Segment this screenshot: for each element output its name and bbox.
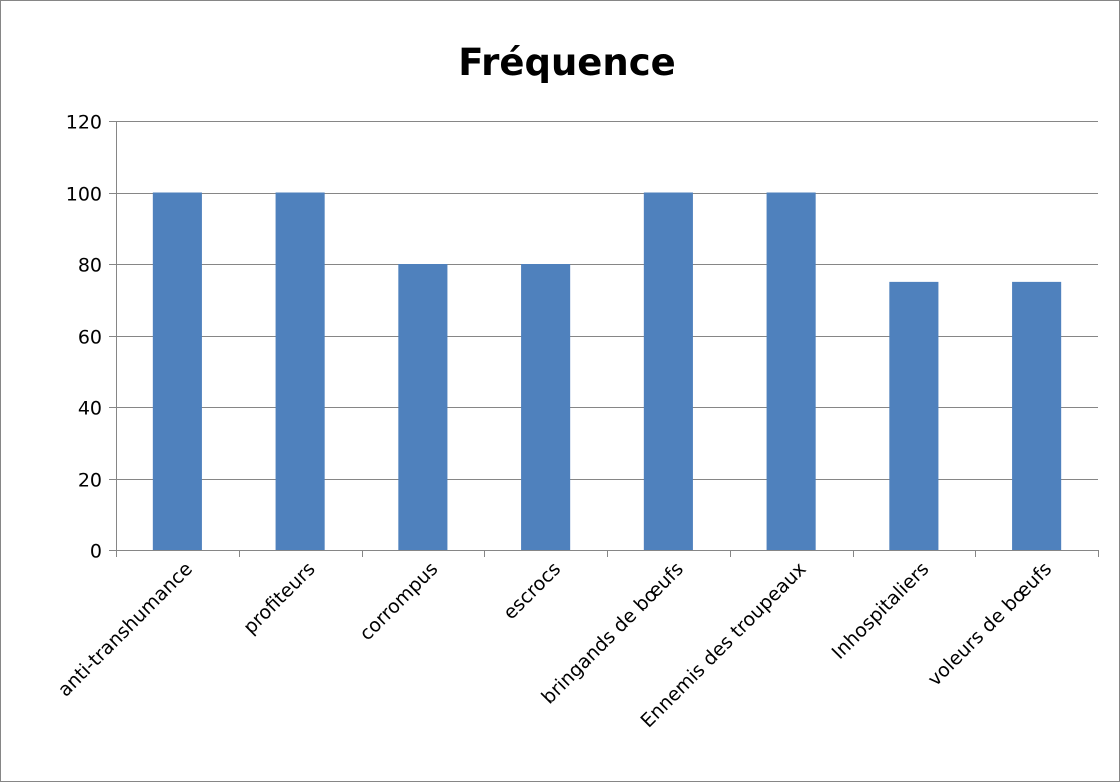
bar [521,264,571,550]
bar [766,192,816,550]
y-tick-label: 40 [78,398,102,420]
axes [109,121,1099,557]
chart-title: Fréquence [458,41,676,84]
bar [275,192,325,550]
bar [889,281,939,550]
y-tick-labels: 0 20 40 60 80 100 120 [66,112,102,563]
bar [643,192,693,550]
y-tick-label: 120 [66,112,102,134]
bar [152,192,202,550]
y-tick-label: 80 [78,255,102,277]
y-tick-label: 100 [66,184,102,206]
y-tick-label: 0 [90,541,102,563]
bar [398,264,448,550]
y-tick-label: 60 [78,327,102,349]
bar [1012,281,1062,550]
bars [152,192,1062,550]
y-tick-label: 20 [78,470,102,492]
